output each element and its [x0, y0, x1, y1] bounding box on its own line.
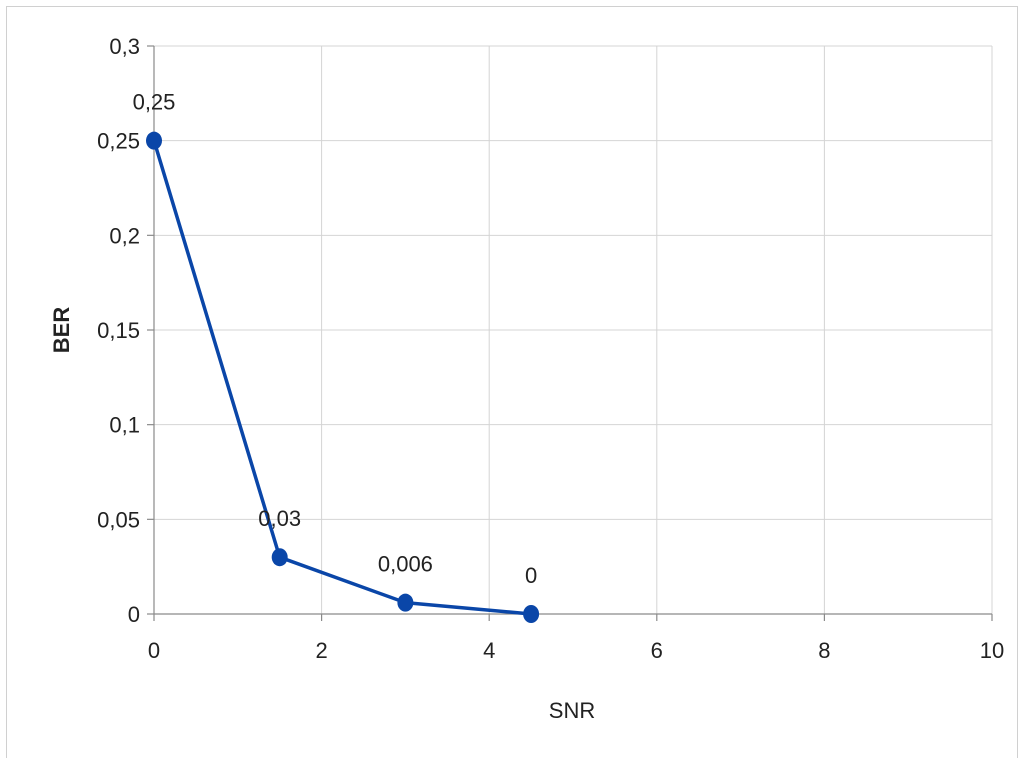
y-tick-label: 0,25: [97, 129, 140, 154]
series-layer: [146, 131, 540, 623]
data-labels: 0,25 0,03 0,006 0: [133, 90, 538, 588]
data-point: [271, 548, 288, 567]
y-tick-label: 0,15: [97, 318, 140, 343]
y-tick-label: 0,05: [97, 507, 140, 532]
chart-frame: [6, 6, 1018, 758]
x-tick-label: 8: [818, 638, 830, 663]
y-tick-label: 0,1: [109, 413, 140, 438]
y-tick-label: 0: [128, 602, 140, 627]
data-label: 0: [525, 563, 537, 588]
x-axis-title: SNR: [549, 698, 595, 723]
data-point: [523, 605, 540, 623]
y-tick-label: 0,2: [109, 223, 140, 248]
data-label: 0,006: [378, 552, 433, 577]
data-label: 0,03: [258, 506, 301, 531]
grid-lines: [154, 45, 993, 614]
series-line: [152, 140, 532, 616]
x-tick-label: 2: [315, 638, 327, 663]
x-tick-label: 4: [483, 638, 495, 663]
y-axis-title: BER: [49, 307, 74, 354]
data-label: 0,25: [133, 90, 176, 115]
x-tick-label: 6: [651, 638, 663, 663]
data-point: [397, 593, 414, 612]
y-tick-label: 0,3: [109, 34, 140, 59]
x-tick-label: 10: [980, 638, 1004, 663]
tick-labels: 0 0,05 0,1 0,15 0,2 0,25 0,3 0 2 4 6 8 10: [97, 34, 1004, 663]
x-tick-label: 0: [148, 638, 160, 663]
data-point: [146, 131, 162, 150]
